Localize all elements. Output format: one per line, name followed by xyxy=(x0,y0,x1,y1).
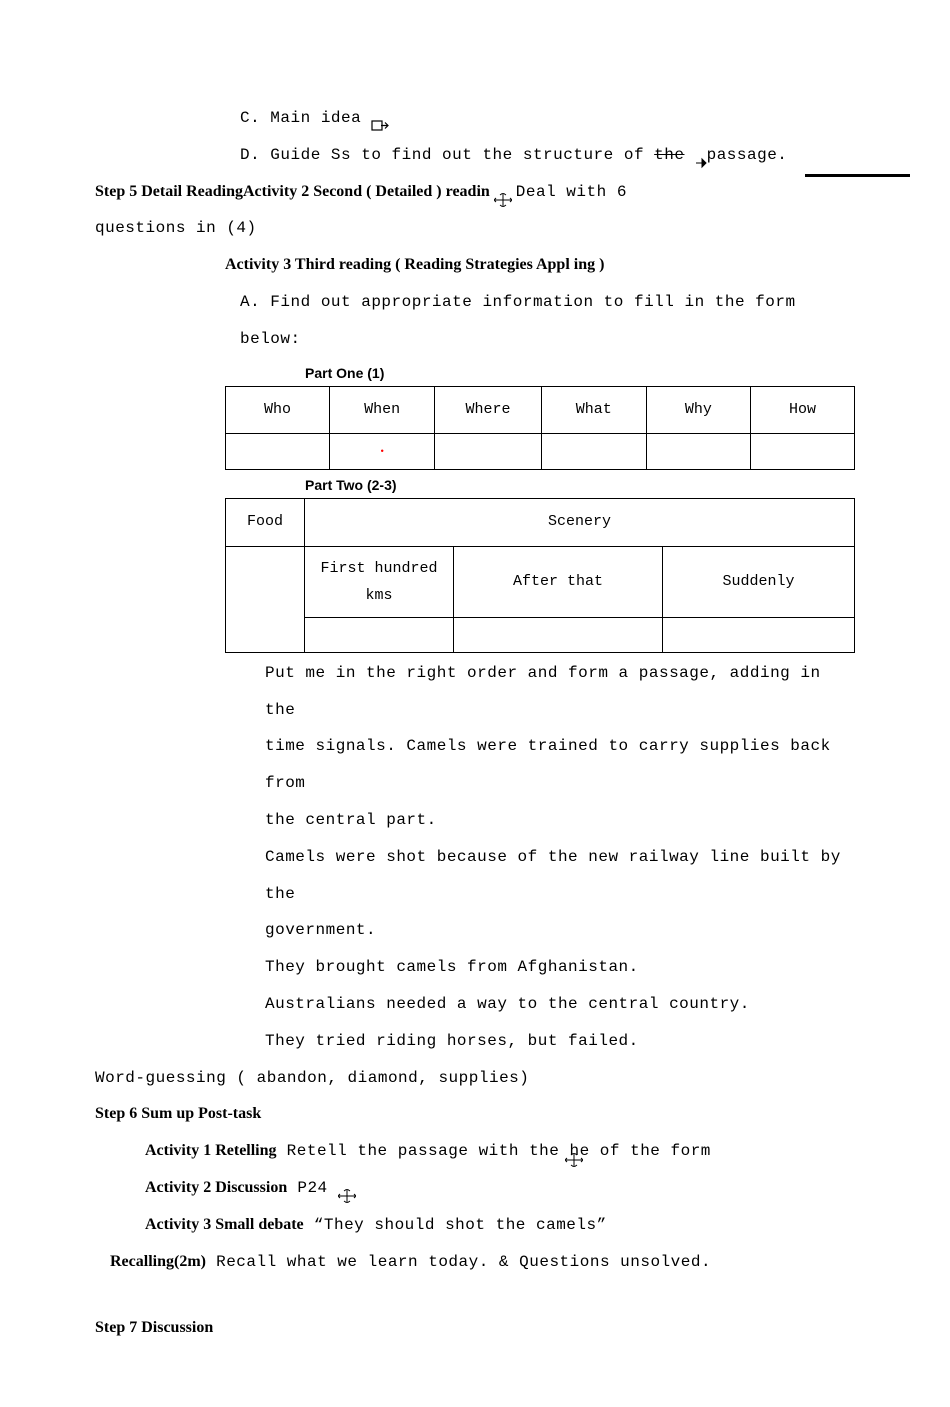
t2-food: Food xyxy=(226,499,305,547)
body7: Australians needed a way to the central … xyxy=(95,986,855,1023)
a2b: P24 xyxy=(287,1179,338,1197)
t1-r2c4 xyxy=(541,434,646,470)
activity1: Activity 1 Retelling Retell the passage … xyxy=(95,1133,855,1170)
t1-what: What xyxy=(541,386,646,434)
activity3-text: Activity 3 Third reading ( Reading Strat… xyxy=(225,256,604,273)
item-c-text: C. Main idea xyxy=(240,109,361,127)
step5-b: Deal with 6 xyxy=(516,183,627,201)
t1-r2c6 xyxy=(750,434,854,470)
item-d-strike: the xyxy=(654,146,684,164)
t2-r3c4 xyxy=(663,617,855,652)
t2-c1b: kms xyxy=(365,587,392,604)
t2-r3c3 xyxy=(454,617,663,652)
t1-when: When xyxy=(330,386,435,434)
divider-top xyxy=(805,174,910,177)
cross-arrow-icon xyxy=(338,1181,356,1195)
t1-r2c2: • xyxy=(330,434,435,470)
a1b: Retell the passage with the he of the fo… xyxy=(277,1142,711,1160)
a1a: Activity 1 Retelling xyxy=(145,1142,277,1159)
t2-after: After that xyxy=(454,546,663,617)
cross-arrow-icon xyxy=(494,185,512,199)
t1-why: Why xyxy=(646,386,750,434)
activity3b: Activity 3 Small debate “They should sho… xyxy=(95,1207,855,1244)
item-d: D. Guide Ss to find out the structure of… xyxy=(95,137,855,174)
t1-how: How xyxy=(750,386,854,434)
item-c: C. Main idea xyxy=(95,100,855,137)
t1-r2c1 xyxy=(226,434,330,470)
t2-r3c2 xyxy=(305,617,454,652)
line-a: A. Find out appropriate information to f… xyxy=(95,284,855,358)
t2-c1a: First hundred xyxy=(320,560,437,577)
recalling: Recalling(2m) Recall what we learn today… xyxy=(95,1244,855,1281)
t2-firsthundred: First hundred kms xyxy=(305,546,454,617)
step5-a: Step 5 Detail ReadingActivity 2 Second (… xyxy=(95,183,490,200)
t1-where: Where xyxy=(435,386,541,434)
activity3: Activity 3 Third reading ( Reading Strat… xyxy=(95,247,855,284)
body4: Camels were shot because of the new rail… xyxy=(95,839,855,913)
activity2: Activity 2 Discussion P24 xyxy=(95,1170,855,1207)
step5-line1: Step 5 Detail ReadingActivity 2 Second (… xyxy=(95,174,855,211)
t1-r2c5 xyxy=(646,434,750,470)
step5-line2: questions in (4) xyxy=(95,210,855,247)
part2-label: Part Two (2-3) xyxy=(95,474,855,496)
a3b: “They should shot the camels” xyxy=(304,1216,607,1234)
arrow-box-icon xyxy=(371,111,389,125)
step7: Step 7 Discussion xyxy=(95,1310,855,1347)
word-guessing: Word-guessing ( abandon, diamond, suppli… xyxy=(95,1060,855,1097)
item-d-pre: D. Guide Ss to find out the structure of xyxy=(240,146,654,164)
t2-suddenly: Suddenly xyxy=(663,546,855,617)
recb: Recall what we learn today. & Questions … xyxy=(206,1253,711,1271)
a2a: Activity 2 Discussion xyxy=(145,1179,287,1196)
t1-r2c3 xyxy=(435,434,541,470)
t2-r2c1 xyxy=(226,546,305,652)
cross-arrow-icon xyxy=(565,1145,583,1159)
t1-who: Who xyxy=(226,386,330,434)
step6: Step 6 Sum up Post-task xyxy=(95,1096,855,1133)
table-part2: Food Scenery First hundred kms After tha… xyxy=(225,498,855,653)
table-part1: Who When Where What Why How • xyxy=(225,386,855,470)
t2-scenery: Scenery xyxy=(305,499,855,547)
item-d-post: passage. xyxy=(707,146,788,164)
body3: the central part. xyxy=(95,802,855,839)
body1: Put me in the right order and form a pas… xyxy=(95,655,855,729)
body2: time signals. Camels were trained to car… xyxy=(95,728,855,802)
part1-label: Part One (1) xyxy=(95,362,855,384)
body5: government. xyxy=(95,912,855,949)
reca: Recalling(2m) xyxy=(110,1253,206,1270)
body8: They tried riding horses, but failed. xyxy=(95,1023,855,1060)
arrow-right-icon xyxy=(695,148,707,162)
body6: They brought camels from Afghanistan. xyxy=(95,949,855,986)
a3a: Activity 3 Small debate xyxy=(145,1216,304,1233)
